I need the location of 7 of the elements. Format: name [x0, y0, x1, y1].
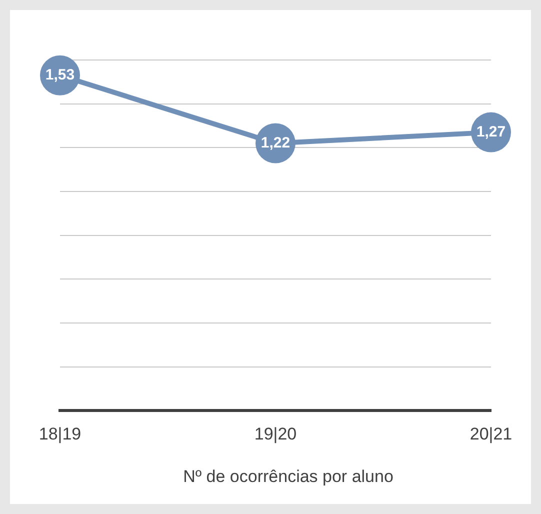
x-tick-label: 20|21 — [470, 424, 512, 444]
data-label: 1,27 — [476, 123, 506, 140]
x-tick-label: 18|19 — [38, 424, 82, 444]
data-label: 1,22 — [260, 134, 290, 152]
text: Nº de ocorrências por aluno — [183, 467, 394, 486]
x-tick-label: 19|20 — [254, 424, 297, 444]
data-label: 1,53 — [45, 66, 75, 84]
